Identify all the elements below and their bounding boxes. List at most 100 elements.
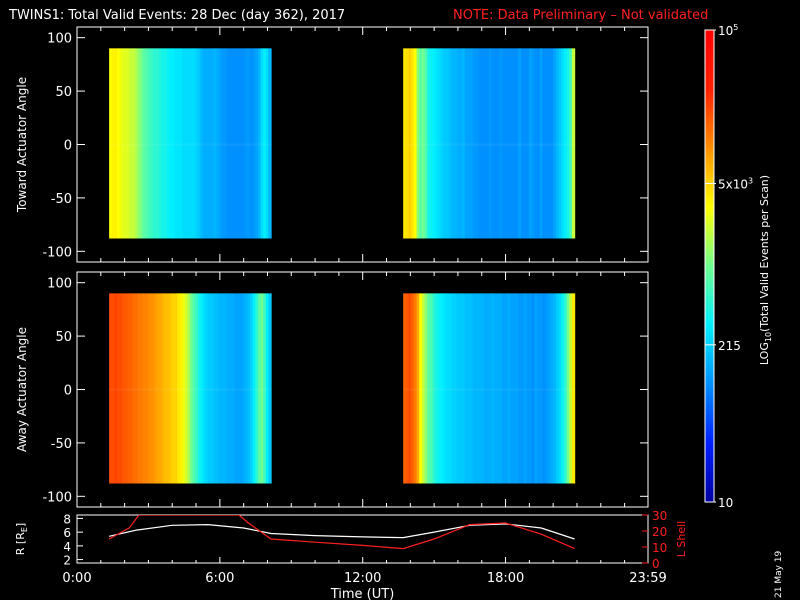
heatmap-column [200,293,204,484]
heatmap-column [190,293,194,484]
heatmap-column [451,48,455,239]
heatmap-column [569,293,573,484]
heatmap-column [224,293,228,484]
heatmap-column [534,48,538,239]
heatmap-column [263,48,267,239]
heatmap-column [137,293,142,484]
heatmap-column [203,48,207,239]
heatmap-column [472,48,477,239]
heatmap-column [171,48,176,239]
heatmap-column [467,293,471,484]
heatmap-column [140,293,144,484]
heatmap-column [192,48,196,239]
heatmap-column [163,293,168,484]
heatmap-column [421,48,426,239]
heatmap-column [127,48,131,239]
heatmap-column [263,293,267,484]
heatmap-column [208,48,212,239]
y-tick-label-right: 30 [652,509,667,523]
heatmap-column [462,48,466,239]
heatmap-column [462,293,466,484]
heatmap-column [158,293,162,484]
heatmap-column [558,48,562,239]
heatmap-column [143,48,147,239]
heatmap-column [197,48,202,239]
heatmap-column [135,293,139,484]
heatmap-column [491,293,495,484]
heatmap-column [265,48,270,239]
preliminary-note: NOTE: Data Preliminary – Not validated [453,8,709,23]
heatmap-column [440,48,444,239]
colorbar: 10 215 5x103 105 LOG10(Total Valid Events pe… [704,23,773,510]
heatmap-column [247,293,251,484]
heatmap-column [529,48,533,239]
heatmap-column [470,293,474,484]
heatmap-column [184,48,189,239]
heatmap-column [448,48,452,239]
heatmap-column [403,293,407,484]
colorbar-label: LOG10(Total Valid Events per Scan) [758,175,773,365]
heatmap-column [143,293,147,484]
heatmap-column [526,293,530,484]
heatmap-column [405,293,410,484]
y-tick-label: 0 [64,139,72,154]
zero-angle-band [109,143,272,146]
y-tick-label: 0 [64,384,72,399]
zero-angle-band [109,388,272,391]
heatmap-column [571,293,576,484]
heatmap-column [486,48,490,239]
colorbar-tick-label: 105 [718,23,738,38]
heatmap-column [265,293,270,484]
heatmap-column [411,293,415,484]
heatmap-column [250,48,254,239]
heatmap-column [483,293,487,484]
heatmap-column [561,48,565,239]
toward-panel: 100 50 0 -50 -100 Toward Actuator Angle [15,26,649,263]
heatmap-column [555,48,560,239]
heatmap-column [255,48,259,239]
heatmap-column [156,293,160,484]
heatmap-column [502,48,506,239]
heatmap-column [216,293,220,484]
heatmap-column [242,48,246,239]
heatmap-column [499,293,503,484]
colorbar-tick-label: 215 [718,339,741,353]
x-tick-label: 12:00 [344,571,381,586]
heatmap-column [234,48,238,239]
chart-title: TWINS1: Total Valid Events: 28 Dec (day … [9,8,346,23]
heatmap-column [187,48,191,239]
heatmap-column [432,293,436,484]
lshell-line [108,515,575,550]
heatmap-column [205,293,209,484]
heatmap-column [563,48,568,239]
heatmap-column [459,293,463,484]
heatmap-column [526,48,530,239]
y-tick-label: 4 [63,540,71,554]
heatmap-column [512,48,517,239]
heatmap-column [153,293,157,484]
heatmap-column [553,293,557,484]
heatmap-column [413,48,418,239]
radius-axis-label: R [RE] [14,523,29,555]
heatmap-column [456,48,461,239]
heatmap-column [163,48,168,239]
heatmap-column [488,293,493,484]
heatmap-column [116,48,121,239]
heatmap-column [252,48,256,239]
heatmap-column [472,293,477,484]
heatmap-column [229,48,233,239]
heatmap-column [122,293,126,484]
heatmap-column [521,293,525,484]
heatmap-column [537,48,541,239]
heatmap-column [507,293,511,484]
y-tick-label: 50 [55,330,72,345]
y-tick-label: -50 [51,192,72,207]
heatmap-column [545,48,549,239]
heatmap-column [260,293,264,484]
heatmap-column [523,48,527,239]
heatmap-column [403,48,407,239]
heatmap-column [521,48,525,239]
heatmap-column [255,293,259,484]
heatmap-column [483,48,487,239]
heatmap-column [200,48,204,239]
